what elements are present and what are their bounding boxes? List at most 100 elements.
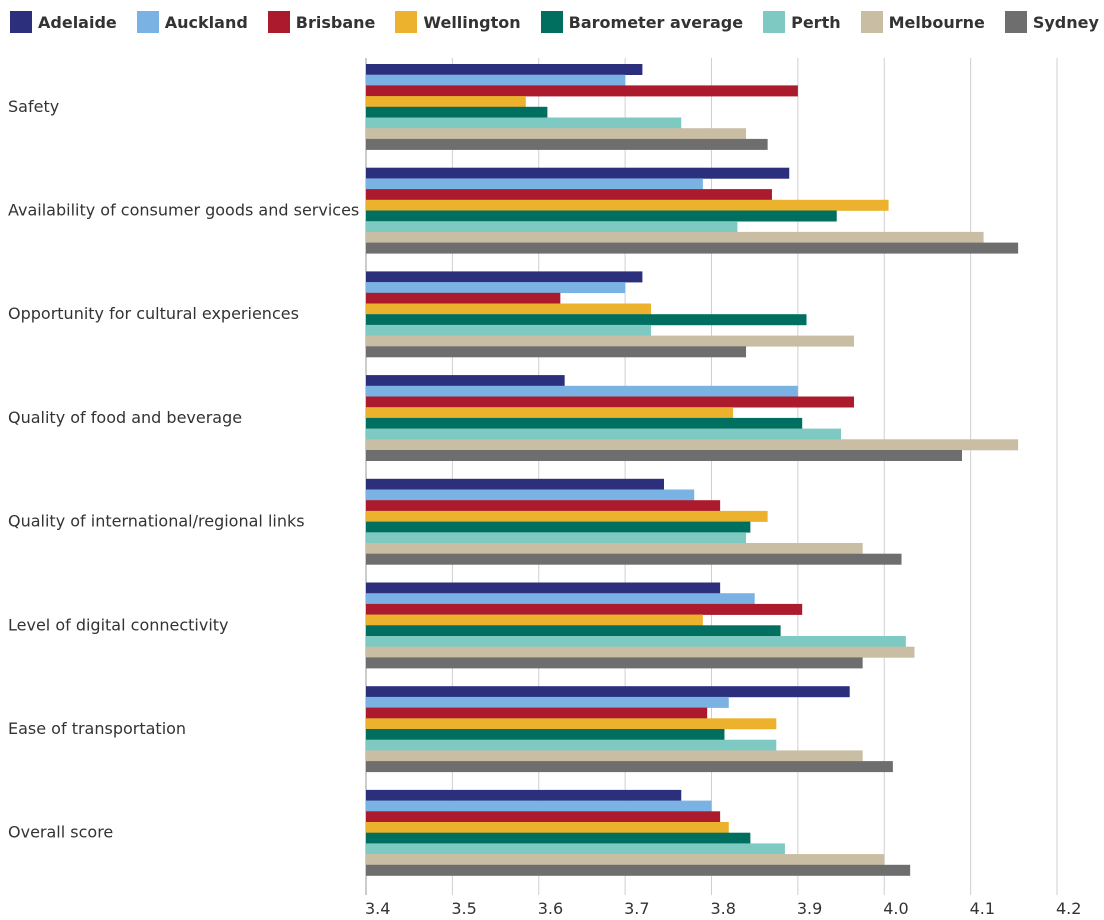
category-label: Opportunity for cultural experiences [8, 304, 299, 323]
legend-item: Auckland [136, 11, 248, 33]
legend-item: Barometer average [540, 11, 743, 33]
bar [366, 553, 902, 565]
bar [366, 178, 703, 190]
legend-label: Sydney [1032, 12, 1099, 32]
x-tick-label: 3.4 [365, 899, 390, 918]
bar [366, 822, 729, 833]
bar [366, 510, 768, 522]
bar [366, 396, 855, 408]
bar [366, 811, 721, 823]
bar [366, 221, 738, 233]
bar [366, 450, 962, 461]
bar [366, 521, 751, 533]
bar [366, 167, 790, 179]
bar [366, 854, 885, 866]
bar [366, 282, 626, 294]
bar [366, 231, 984, 243]
legend-swatch [395, 11, 418, 33]
bar [366, 593, 755, 605]
bar [366, 324, 652, 336]
bar [366, 696, 729, 708]
category-label: Quality of food and beverage [8, 408, 242, 427]
bar [366, 625, 781, 637]
bar [366, 271, 643, 283]
bar [366, 314, 807, 326]
bar [366, 138, 768, 150]
legend-swatch [860, 11, 883, 33]
category-label: Overall score [8, 823, 113, 842]
x-tick-label: 3.8 [711, 899, 736, 918]
legend-item: Melbourne [860, 11, 985, 33]
legend-item: Brisbane [267, 11, 376, 33]
legend-label: Adelaide [38, 12, 117, 32]
bar [366, 64, 643, 75]
category-label: Availability of consumer goods and servi… [8, 201, 359, 220]
legend-swatch [10, 11, 32, 33]
bar [366, 800, 712, 812]
legend-item: Sydney [1004, 11, 1099, 33]
bar [366, 128, 747, 140]
x-tick-label: 4.1 [970, 899, 995, 918]
bar [366, 686, 850, 698]
bar [366, 707, 708, 719]
category-label: Ease of transportation [8, 719, 186, 738]
legend-label: Brisbane [295, 12, 376, 32]
bar [366, 375, 565, 387]
bar [366, 646, 915, 658]
bar [366, 292, 561, 304]
bar [366, 636, 906, 647]
x-tick-label: 3.7 [624, 899, 649, 918]
legend-item: Wellington [395, 11, 521, 33]
x-tick-label: 3.5 [451, 899, 476, 918]
bar [366, 532, 747, 544]
bar [366, 843, 785, 855]
bar [366, 96, 526, 108]
bar [366, 832, 751, 844]
legend-item: Adelaide [10, 11, 117, 33]
legend-swatch [267, 11, 290, 33]
legend-label: Wellington [423, 12, 521, 32]
legend-swatch [763, 11, 786, 33]
bar [366, 385, 798, 397]
bar [366, 789, 682, 801]
bar [366, 864, 911, 876]
legend-swatch [136, 11, 159, 33]
category-label: Quality of international/regional links [8, 512, 305, 531]
legend: Adelaide Auckland Brisbane Wellington Barome… [10, 8, 1099, 36]
bar [366, 718, 777, 730]
bar [366, 335, 855, 347]
category-label: Level of digital connectivity [8, 615, 229, 634]
bar [366, 750, 863, 762]
bar [366, 117, 682, 129]
bar [366, 657, 863, 669]
bar [366, 242, 1019, 254]
bar [366, 739, 777, 751]
bar [366, 199, 889, 211]
legend-swatch [1004, 11, 1027, 33]
legend-label: Auckland [164, 12, 248, 32]
bar [366, 346, 747, 358]
x-tick-label: 4.2 [1056, 899, 1081, 918]
bar [366, 106, 548, 118]
bar [366, 614, 703, 626]
bar [366, 489, 695, 501]
bar [366, 428, 842, 440]
bar [366, 439, 1019, 451]
legend-item: Perth [763, 11, 841, 33]
bar [366, 85, 798, 97]
bar [366, 210, 837, 222]
category-label: Safety [8, 97, 59, 116]
bar [366, 500, 721, 512]
bar [366, 417, 803, 429]
bar [366, 407, 734, 419]
bar [366, 189, 772, 201]
bar [366, 729, 725, 740]
x-tick-label: 4.0 [883, 899, 908, 918]
legend-label: Perth [791, 12, 841, 32]
bar [366, 582, 721, 594]
legend-label: Melbourne [888, 12, 985, 32]
bar [366, 74, 626, 86]
bar [366, 303, 652, 315]
